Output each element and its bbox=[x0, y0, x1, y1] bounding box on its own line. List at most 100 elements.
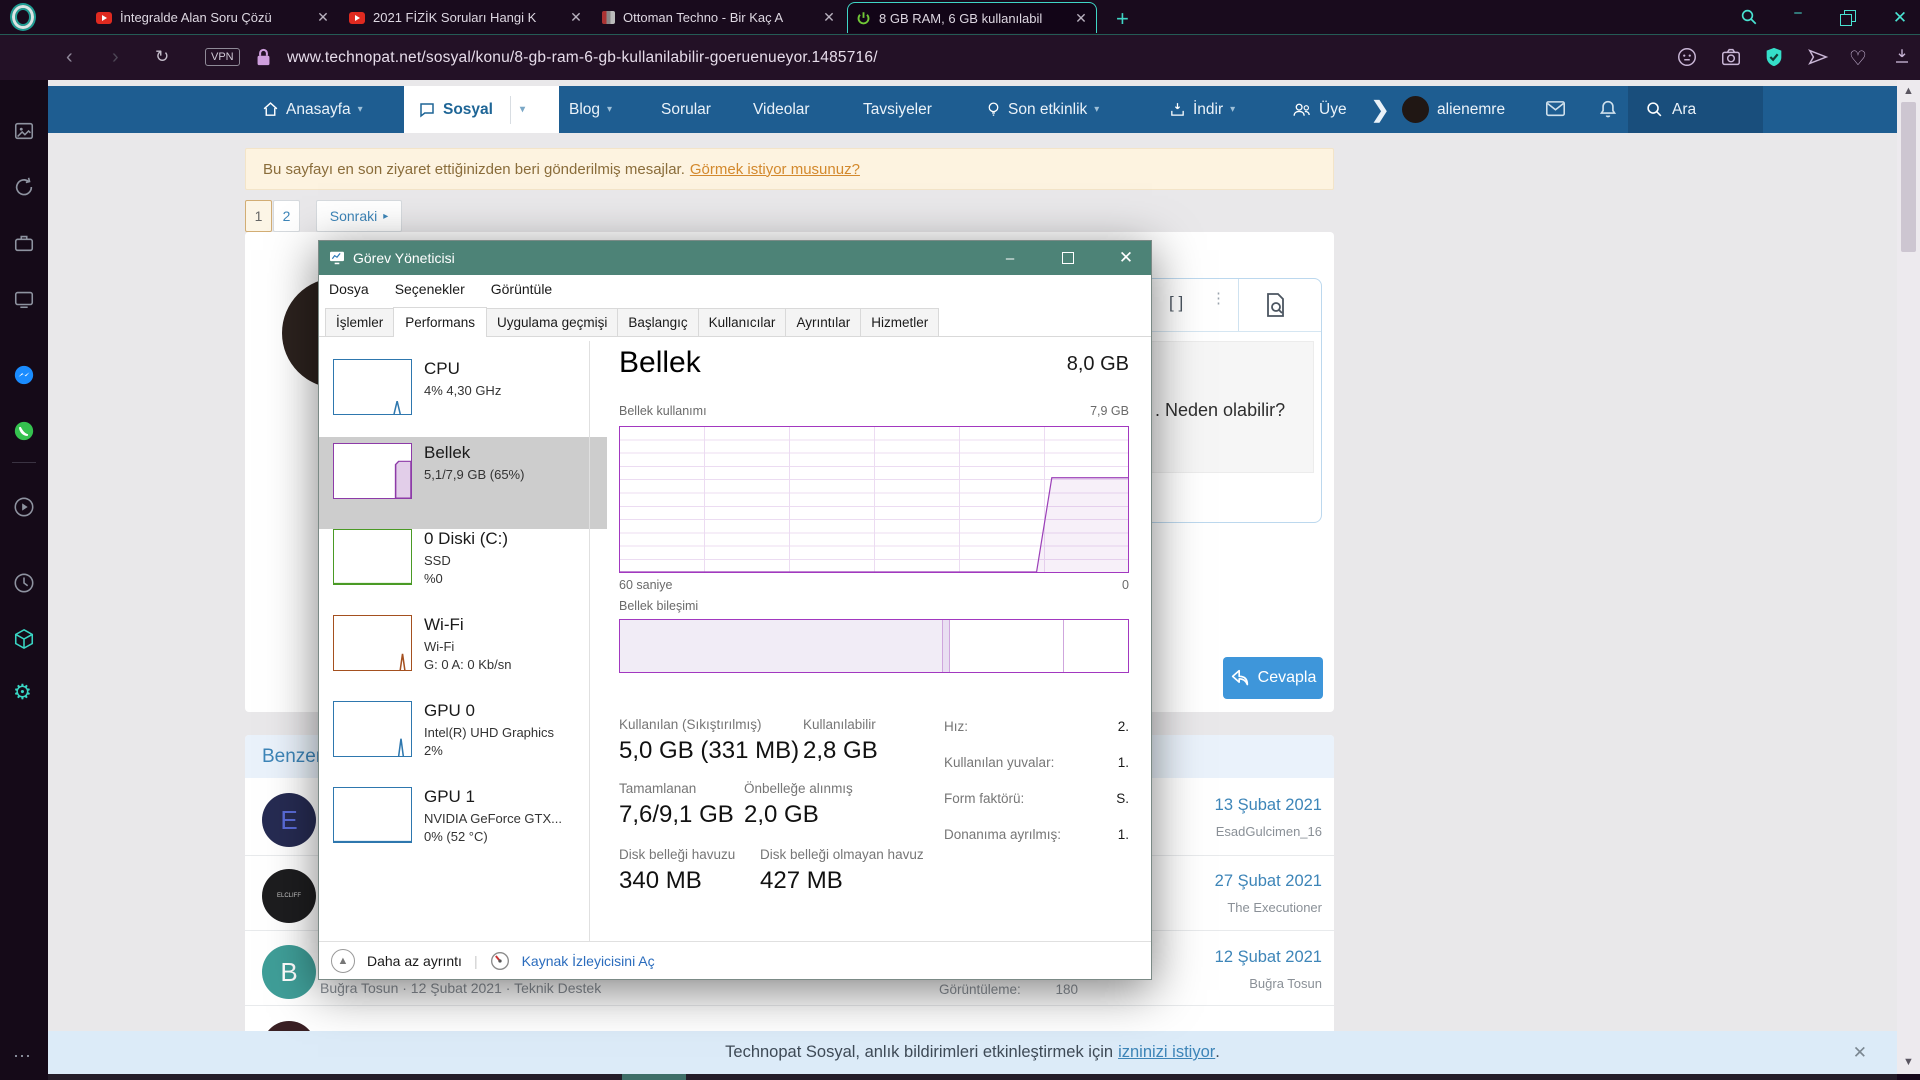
perf-item-wifi[interactable]: Wi-Fi Wi-Fi G: 0 A: 0 Kb/sn bbox=[329, 609, 589, 701]
menu-options[interactable]: Seçenekler bbox=[394, 281, 465, 297]
perf-item-disk[interactable]: 0 Diski (C:) SSD %0 bbox=[329, 523, 589, 615]
new-tab-button[interactable]: + bbox=[1116, 6, 1129, 31]
perf-item-memory[interactable]: Bellek 5,1/7,9 GB (65%) bbox=[319, 437, 607, 529]
reload-icon[interactable]: ↻ bbox=[155, 47, 170, 66]
open-resource-monitor-link[interactable]: Kaynak İzleyicisini Aç bbox=[521, 952, 655, 969]
tm-minimize-icon[interactable]: – bbox=[1005, 249, 1015, 267]
download-tray-icon bbox=[1171, 103, 1184, 116]
snapshot-camera-icon[interactable] bbox=[1720, 46, 1742, 68]
emoji-icon[interactable] bbox=[1676, 46, 1698, 68]
tab-processes[interactable]: İşlemler bbox=[325, 308, 395, 336]
forward-icon[interactable]: › bbox=[112, 46, 119, 68]
nav-username[interactable]: alienemre bbox=[1437, 100, 1506, 118]
minimize-icon[interactable]: ⎯ bbox=[1794, 4, 1802, 21]
nav-videos[interactable]: Videolar bbox=[753, 100, 810, 118]
lock-icon[interactable] bbox=[255, 48, 272, 67]
tab-close-icon[interactable]: ✕ bbox=[823, 9, 835, 25]
history-clock-icon[interactable] bbox=[13, 572, 35, 594]
nav-social-active[interactable]: Sosyal ▾ bbox=[404, 86, 559, 133]
nav-overflow-chevron[interactable]: ❯ bbox=[1371, 96, 1390, 122]
tab-app-history[interactable]: Uygulama geçmişi bbox=[486, 308, 619, 336]
tab-details[interactable]: Ayrıntılar bbox=[785, 308, 862, 336]
perf-item-gpu1[interactable]: GPU 1 NVIDIA GeForce GTX... 0% (52 °C) bbox=[329, 781, 589, 873]
download-icon[interactable] bbox=[1893, 47, 1911, 65]
nav-home[interactable]: Anasayfa ▾ bbox=[262, 86, 363, 133]
perf-item-cpu[interactable]: CPU 4% 4,30 GHz bbox=[329, 353, 589, 445]
settings-gear-icon[interactable]: ⚙ bbox=[13, 681, 32, 704]
tab-close-icon[interactable]: ✕ bbox=[570, 9, 582, 25]
alerts-bell-icon[interactable] bbox=[1599, 99, 1617, 119]
next-page-button[interactable]: Sonraki ▸ bbox=[316, 200, 402, 232]
code-brackets-icon[interactable]: [ ] bbox=[1169, 293, 1184, 312]
sync-arrow-icon[interactable] bbox=[13, 176, 35, 198]
back-icon[interactable]: ‹ bbox=[66, 46, 73, 68]
collapse-circle-icon[interactable]: ▲ bbox=[331, 948, 355, 973]
close-icon[interactable]: ✕ bbox=[1892, 8, 1908, 27]
tab-performance[interactable]: Performans bbox=[393, 307, 488, 337]
url-text[interactable]: www.technopat.net/sosyal/konu/8-gb-ram-6… bbox=[287, 49, 878, 66]
topic-date[interactable]: 27 Şubat 2021 bbox=[1214, 872, 1322, 890]
browser-tab-bar: İntegralde Alan Soru Çözü ✕ 2021 FİZİK S… bbox=[0, 0, 1920, 34]
topic-avatar[interactable]: B bbox=[262, 945, 316, 999]
tab-close-icon[interactable]: ✕ bbox=[1075, 9, 1087, 26]
user-avatar[interactable] bbox=[1402, 96, 1429, 123]
bookmark-heart-icon[interactable]: ♡ bbox=[1849, 48, 1867, 70]
opera-logo-icon[interactable] bbox=[12, 5, 34, 29]
nav-members[interactable]: Üye bbox=[1292, 86, 1358, 133]
scroll-down-icon[interactable]: ▼ bbox=[1903, 1056, 1914, 1068]
more-options-icon[interactable]: ⋮ bbox=[1211, 290, 1226, 307]
reply-button[interactable]: Cevapla bbox=[1223, 657, 1323, 699]
fewer-details-button[interactable]: Daha az ayrıntı bbox=[367, 952, 462, 969]
photos-icon[interactable] bbox=[13, 120, 35, 142]
tm-close-icon[interactable]: ✕ bbox=[1118, 248, 1134, 267]
nav-questions[interactable]: Sorular bbox=[661, 100, 711, 118]
scrollbar-thumb[interactable] bbox=[1901, 102, 1916, 252]
notify-link[interactable]: izninizi istiyor bbox=[1118, 1043, 1216, 1061]
browser-tab-2[interactable]: 2021 FİZİK Soruları Hangi K ✕ bbox=[341, 2, 591, 33]
tab-close-icon[interactable]: ✕ bbox=[317, 9, 329, 25]
preview-icon[interactable] bbox=[1263, 292, 1287, 318]
page-scrollbar[interactable]: ▲ ▼ bbox=[1897, 80, 1920, 1074]
inbox-envelope-icon[interactable] bbox=[1546, 101, 1565, 117]
tm-maximize-icon[interactable] bbox=[1043, 241, 1093, 275]
notify-close-icon[interactable]: ✕ bbox=[1852, 1042, 1867, 1062]
vpn-badge[interactable]: VPN bbox=[205, 48, 240, 66]
nav-recent-activity[interactable]: Son etkinlik ▾ bbox=[986, 86, 1099, 133]
whatsapp-icon[interactable] bbox=[13, 420, 35, 442]
topic-date[interactable]: 13 Şubat 2021 bbox=[1214, 796, 1322, 814]
page-1-button[interactable]: 1 bbox=[245, 200, 272, 232]
nav-tips[interactable]: Tavsiyeler bbox=[863, 100, 932, 118]
sidebar-more-icon[interactable]: ⋯ bbox=[13, 1046, 31, 1066]
browser-tab-1[interactable]: İntegralde Alan Soru Çözü ✕ bbox=[88, 2, 338, 33]
scroll-up-icon[interactable]: ▲ bbox=[1903, 85, 1914, 97]
topic-avatar[interactable]: E bbox=[262, 793, 316, 847]
info-value: S. bbox=[1116, 791, 1129, 806]
nav-search[interactable]: Ara bbox=[1628, 86, 1763, 133]
tv-icon[interactable] bbox=[13, 288, 35, 310]
workspace-briefcase-icon[interactable] bbox=[13, 232, 35, 254]
menu-file[interactable]: Dosya bbox=[329, 281, 369, 297]
browser-tab-active[interactable]: 8 GB RAM, 6 GB kullanılabil ✕ bbox=[847, 2, 1097, 33]
messenger-icon[interactable] bbox=[13, 364, 35, 386]
topic-avatar[interactable]: ELCLIFF bbox=[262, 869, 316, 923]
extensions-cube-icon[interactable] bbox=[13, 628, 35, 650]
panel-divider bbox=[589, 341, 590, 941]
editor-toolbar: [ ] ⋮ bbox=[1061, 279, 1321, 332]
tab-startup[interactable]: Başlangıç bbox=[617, 308, 699, 336]
banner-link[interactable]: Görmek istiyor musunuz? bbox=[689, 160, 860, 178]
browser-tab-3[interactable]: Ottoman Techno - Bir Kaç A ✕ bbox=[594, 2, 844, 33]
task-manager-titlebar[interactable]: Görev Yöneticisi – ✕ bbox=[319, 241, 1151, 275]
nav-download[interactable]: İndir ▾ bbox=[1169, 86, 1235, 133]
perf-item-gpu0[interactable]: GPU 0 Intel(R) UHD Graphics 2% bbox=[329, 695, 589, 787]
adblock-shield-icon[interactable] bbox=[1763, 46, 1785, 68]
restore-icon[interactable] bbox=[1840, 10, 1856, 26]
menu-view[interactable]: Görüntüle bbox=[490, 281, 553, 297]
flow-send-icon[interactable] bbox=[1807, 46, 1829, 68]
player-icon[interactable] bbox=[13, 496, 35, 518]
topic-date[interactable]: 12 Şubat 2021 bbox=[1214, 948, 1322, 966]
tab-users[interactable]: Kullanıcılar bbox=[697, 308, 787, 336]
page-2-button[interactable]: 2 bbox=[273, 200, 300, 232]
tab-services[interactable]: Hizmetler bbox=[860, 308, 940, 336]
search-icon[interactable] bbox=[1740, 8, 1758, 26]
nav-blog[interactable]: Blog ▾ bbox=[569, 100, 613, 118]
